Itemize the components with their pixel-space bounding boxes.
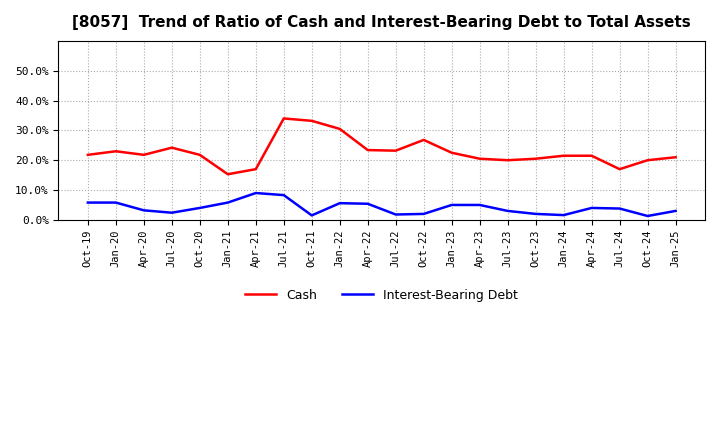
Title: [8057]  Trend of Ratio of Cash and Interest-Bearing Debt to Total Assets: [8057] Trend of Ratio of Cash and Intere… (73, 15, 691, 30)
Cash (559, 153, 568, 158)
Line: Interest-Bearing Debt: Interest-Bearing Debt (88, 193, 675, 216)
Cash (140, 152, 148, 158)
Interest-Bearing Debt (112, 200, 120, 205)
Interest-Bearing Debt (364, 201, 372, 206)
Cash (616, 166, 624, 172)
Interest-Bearing Debt (168, 210, 176, 215)
Interest-Bearing Debt (307, 213, 316, 218)
Cash (307, 118, 316, 124)
Interest-Bearing Debt (475, 202, 484, 208)
Interest-Bearing Debt (559, 213, 568, 218)
Interest-Bearing Debt (447, 202, 456, 208)
Interest-Bearing Debt (671, 208, 680, 213)
Cash (336, 126, 344, 132)
Interest-Bearing Debt (196, 205, 204, 211)
Cash (503, 158, 512, 163)
Cash (168, 145, 176, 150)
Cash (643, 158, 652, 163)
Cash (392, 148, 400, 153)
Cash (364, 147, 372, 153)
Cash (419, 137, 428, 143)
Cash (475, 156, 484, 161)
Interest-Bearing Debt (251, 191, 260, 196)
Interest-Bearing Debt (643, 213, 652, 219)
Interest-Bearing Debt (84, 200, 92, 205)
Legend: Cash, Interest-Bearing Debt: Cash, Interest-Bearing Debt (240, 284, 523, 307)
Line: Cash: Cash (88, 118, 675, 174)
Interest-Bearing Debt (503, 208, 512, 213)
Cash (671, 154, 680, 160)
Cash (279, 116, 288, 121)
Interest-Bearing Debt (588, 205, 596, 211)
Cash (588, 153, 596, 158)
Interest-Bearing Debt (392, 212, 400, 217)
Interest-Bearing Debt (419, 211, 428, 216)
Cash (84, 152, 92, 158)
Interest-Bearing Debt (223, 200, 232, 205)
Interest-Bearing Debt (336, 201, 344, 206)
Cash (223, 172, 232, 177)
Interest-Bearing Debt (531, 211, 540, 216)
Cash (251, 166, 260, 172)
Interest-Bearing Debt (279, 192, 288, 198)
Interest-Bearing Debt (140, 208, 148, 213)
Interest-Bearing Debt (616, 206, 624, 211)
Cash (196, 152, 204, 158)
Cash (112, 149, 120, 154)
Cash (531, 156, 540, 161)
Cash (447, 150, 456, 155)
